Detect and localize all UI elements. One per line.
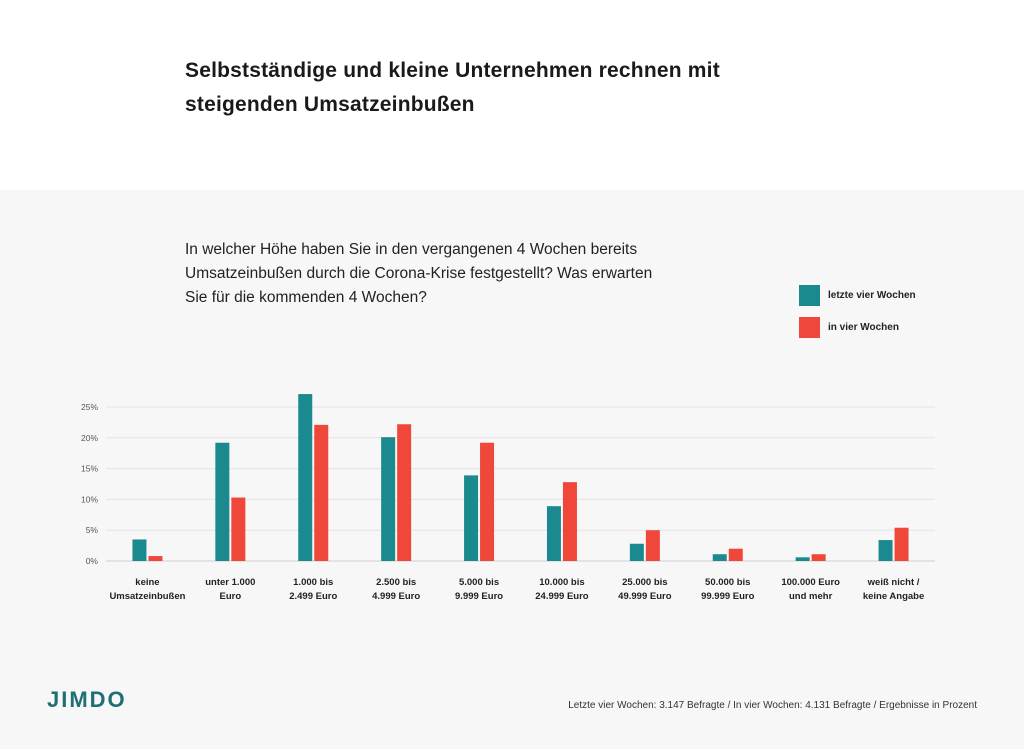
header-section: Selbstständige und kleine Unternehmen re… <box>0 0 1024 190</box>
x-tick-label: 99.999 Euro <box>701 591 755 602</box>
jimdo-logo: JIMDO <box>47 687 127 712</box>
legend-swatch-teal <box>799 284 820 306</box>
bar-last-weeks <box>878 540 893 561</box>
y-tick-label: 20% <box>81 433 98 443</box>
bar-last-weeks <box>795 557 810 561</box>
x-tick-label: 50.000 bis <box>705 577 750 588</box>
bar-last-weeks <box>546 506 561 561</box>
x-tick-label: 10.000 bis <box>539 577 584 588</box>
y-tick-label: 10% <box>81 494 98 504</box>
x-tick-label: keine Angabe <box>863 591 924 602</box>
legend-item-last-weeks: letzte vier Wochen <box>799 284 916 306</box>
x-tick-label: 4.999 Euro <box>372 591 420 602</box>
legend-label: in vier Wochen <box>828 321 899 333</box>
y-tick-label: 0% <box>86 556 99 566</box>
bar-next-weeks <box>645 530 660 561</box>
bar-last-weeks <box>132 539 147 561</box>
x-tick-label: 9.999 Euro <box>455 591 503 602</box>
legend-label: letzte vier Wochen <box>828 289 916 301</box>
bar-last-weeks <box>215 442 230 561</box>
bar-next-weeks <box>562 482 577 561</box>
x-tick-label: Umsatzeinbußen <box>109 591 185 602</box>
question-line-2: Umsatzeinbußen durch die Corona-Krise fe… <box>185 265 653 282</box>
bar-last-weeks <box>298 394 313 561</box>
x-tick-label: weiß nicht / <box>867 577 920 588</box>
x-tick-label: 49.999 Euro <box>618 591 672 602</box>
title-line-1: Selbstständige und kleine Unternehmen re… <box>185 59 720 82</box>
bar-next-weeks <box>314 424 329 561</box>
bar-next-weeks <box>894 527 909 561</box>
bar-next-weeks <box>231 497 246 561</box>
x-tick-label: 5.000 bis <box>459 577 499 588</box>
bar-next-weeks <box>148 556 163 561</box>
chart-panel: In welcher Höhe haben Sie in den vergang… <box>0 190 1024 749</box>
x-tick-label: 25.000 bis <box>622 577 667 588</box>
bar-next-weeks <box>397 424 412 561</box>
chart-legend: letzte vier Wochen in vier Wochen <box>799 284 916 348</box>
x-tick-label: unter 1.000 <box>205 577 255 588</box>
x-tick-label: 100.000 Euro <box>781 577 840 588</box>
bar-last-weeks <box>629 543 644 561</box>
question-line-3: Sie für die kommenden 4 Wochen? <box>185 289 427 306</box>
y-tick-label: 5% <box>86 525 99 535</box>
legend-swatch-red <box>799 316 820 338</box>
x-tick-label: 24.999 Euro <box>535 591 589 602</box>
x-tick-label: 2.499 Euro <box>289 591 337 602</box>
bar-last-weeks <box>712 554 727 561</box>
bar-next-weeks <box>811 554 826 561</box>
page-title: Selbstständige und kleine Unternehmen re… <box>185 54 825 122</box>
bar-chart: 0% 5% 10% 15% 20% 25% keine Umsatzeinbußen unter… <box>81 394 935 602</box>
x-tick-label: 1.000 bis <box>293 577 333 588</box>
question-line-1: In welcher Höhe haben Sie in den vergang… <box>185 241 638 258</box>
y-tick-label: 25% <box>81 402 98 412</box>
x-tick-label: 2.500 bis <box>376 577 416 588</box>
bar-next-weeks <box>728 548 743 561</box>
y-tick-label: 15% <box>81 464 98 474</box>
title-line-2: steigenden Umsatzeinbußen <box>185 93 475 116</box>
x-tick-label: keine <box>135 577 159 588</box>
footnote: Letzte vier Wochen: 3.147 Befragte / In … <box>568 700 977 711</box>
chart-question: In welcher Höhe haben Sie in den vergang… <box>185 238 725 310</box>
bar-last-weeks <box>381 437 396 561</box>
x-tick-label: Euro <box>220 591 242 602</box>
x-tick-label: und mehr <box>789 591 833 602</box>
legend-item-next-weeks: in vier Wochen <box>799 316 916 338</box>
bar-next-weeks <box>480 442 495 561</box>
bar-last-weeks <box>464 475 479 561</box>
